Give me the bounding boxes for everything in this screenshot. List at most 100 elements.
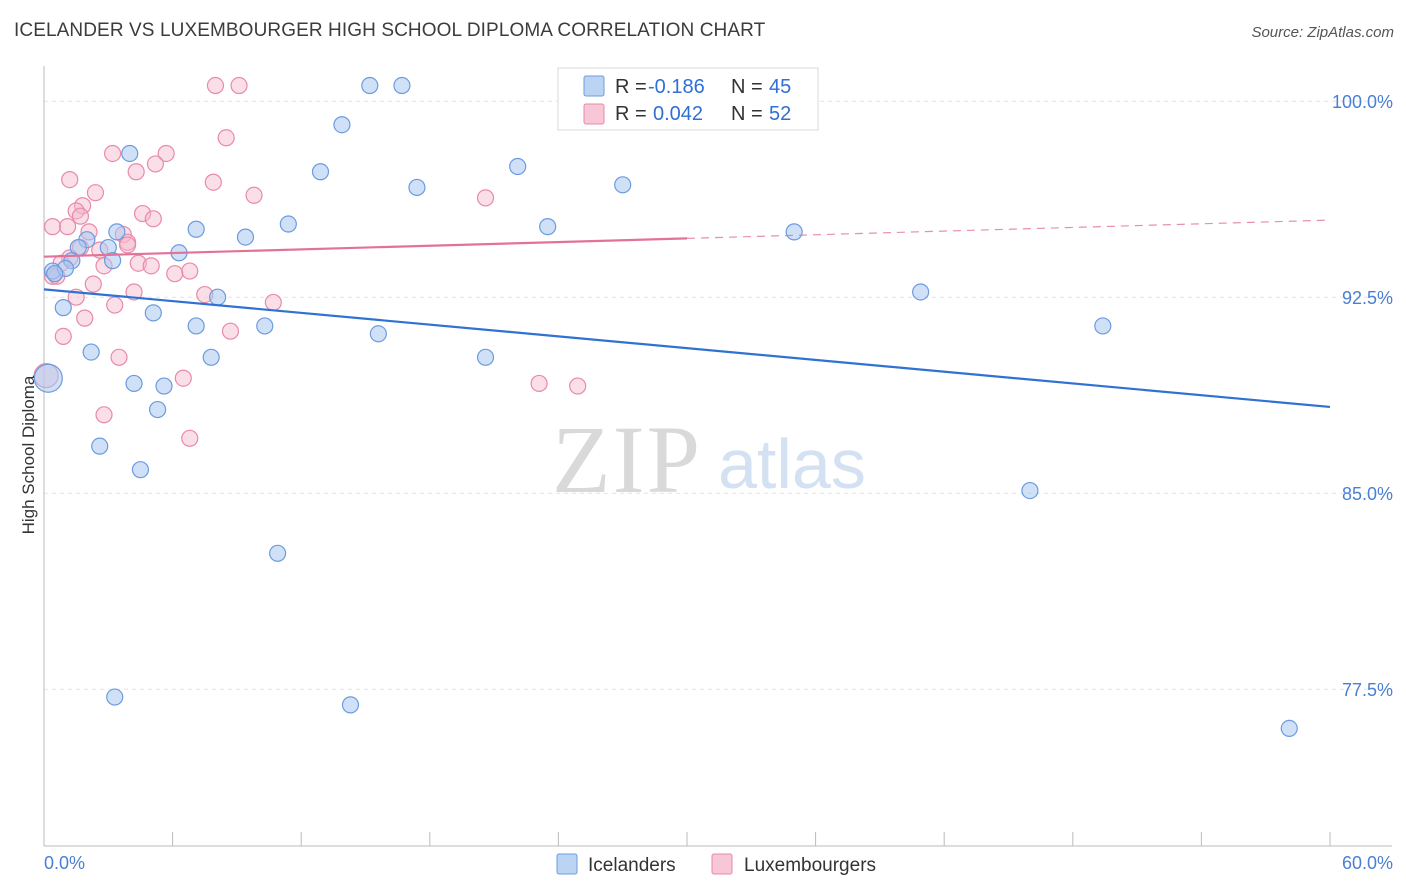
chart-title: ICELANDER VS LUXEMBOURGER HIGH SCHOOL DI… xyxy=(14,20,766,41)
legend-swatch-luxembourgers xyxy=(583,103,605,125)
axes xyxy=(43,66,1392,847)
icelander-point xyxy=(785,223,803,241)
luxembourger-point xyxy=(127,163,145,181)
luxembourger-point xyxy=(129,254,147,272)
icelander-point xyxy=(33,363,63,393)
icelander-point xyxy=(82,343,100,361)
luxembourger-point xyxy=(118,236,137,254)
icelander-point xyxy=(311,163,330,181)
icelander-point xyxy=(202,348,220,366)
tick-labels: 77.5% 85.0% 92.5% 100.0% 0.0% 60.0% xyxy=(44,92,1393,873)
luxembourger-point xyxy=(146,155,165,173)
y-axis-title: High School Diploma xyxy=(19,375,38,534)
icelander-point xyxy=(91,437,109,455)
icelander-point xyxy=(148,400,167,419)
icelander-point xyxy=(1021,481,1039,500)
icelander-point xyxy=(1280,719,1298,738)
y-tick-label: 92.5% xyxy=(1342,288,1393,308)
icelander-point xyxy=(106,688,124,706)
icelander-point xyxy=(279,215,297,233)
stats-legend: R = -0.186 N = 45 R = 0.042 N = 52 xyxy=(557,67,819,131)
icelander-point xyxy=(155,377,173,395)
icelander-point xyxy=(476,348,495,366)
legend-n-label-2: N = xyxy=(731,103,763,125)
luxembourger-point xyxy=(569,377,587,395)
luxembourgers-trend-line xyxy=(43,237,688,258)
luxembourger-point xyxy=(71,207,90,225)
luxembourgers-trend-extension xyxy=(686,219,1331,239)
legend-r-value-2: 0.042 xyxy=(653,103,703,125)
luxembourger-point xyxy=(106,296,124,314)
luxembourger-point xyxy=(204,173,222,191)
icelander-point xyxy=(144,304,162,322)
luxembourger-point xyxy=(43,218,62,236)
icelander-point xyxy=(1094,317,1112,335)
icelander-point xyxy=(108,223,126,241)
bottom-legend-label-icelanders: Icelanders xyxy=(588,855,676,876)
icelander-point xyxy=(614,176,632,194)
legend-r-label-2: R = xyxy=(615,103,647,125)
watermark-zip: ZIP xyxy=(552,406,702,513)
x-tick-label-max: 60.0% xyxy=(1342,853,1393,873)
luxembourger-point xyxy=(54,327,72,345)
icelander-point xyxy=(408,178,426,197)
luxembourger-point xyxy=(84,275,102,293)
icelander-point xyxy=(46,265,64,283)
icelander-point xyxy=(103,252,122,270)
legend-swatch-icelanders xyxy=(583,75,605,97)
icelanders-trend-line xyxy=(43,288,1331,409)
luxembourger-point xyxy=(476,189,495,207)
luxembourger-point xyxy=(142,257,160,275)
luxembourger-point xyxy=(174,369,192,387)
luxembourger-point xyxy=(76,309,94,327)
y-tick-label: 85.0% xyxy=(1342,484,1393,504)
grid-lines xyxy=(44,100,1392,690)
icelander-point xyxy=(509,157,527,176)
icelander-point xyxy=(121,144,139,163)
icelander-point xyxy=(912,283,930,301)
x-tick-label-min: 0.0% xyxy=(44,853,85,873)
luxembourger-point xyxy=(530,374,548,393)
luxembourger-point xyxy=(86,184,105,202)
legend-n-label-1: N = xyxy=(731,76,763,98)
legend-n-value-2: 52 xyxy=(769,103,791,125)
luxembourger-point xyxy=(58,218,77,236)
luxembourger-point xyxy=(181,262,199,280)
icelander-point xyxy=(269,544,287,562)
luxembourger-point xyxy=(181,429,199,447)
bottom-legend-swatch-icelanders xyxy=(556,853,578,875)
trend-lines xyxy=(43,219,1331,409)
luxembourger-point xyxy=(166,265,184,283)
bottom-legend-label-luxembourgers: Luxembourgers xyxy=(744,855,876,876)
legend-r-value-1: -0.186 xyxy=(648,76,705,98)
luxembourger-point xyxy=(245,186,263,204)
icelander-point xyxy=(187,317,205,335)
icelander-point xyxy=(256,317,274,335)
luxembourger-point xyxy=(221,322,240,340)
luxembourger-point xyxy=(217,129,235,147)
watermark-atlas: atlas xyxy=(718,425,866,503)
icelander-point xyxy=(369,325,387,343)
icelander-point xyxy=(131,461,150,479)
luxembourger-point xyxy=(230,76,248,95)
source-label: Source: ZipAtlas.com xyxy=(1251,24,1394,41)
luxembourger-point xyxy=(125,283,143,301)
icelander-point xyxy=(341,696,360,714)
icelander-point xyxy=(333,116,351,134)
icelander-point xyxy=(393,76,411,95)
icelander-point xyxy=(361,76,379,95)
y-tick-label: 77.5% xyxy=(1342,680,1393,700)
icelander-point xyxy=(54,299,72,317)
y-tick-label: 100.0% xyxy=(1332,92,1393,112)
luxembourger-point xyxy=(110,348,128,366)
icelander-point xyxy=(236,228,255,246)
legend-r-label-1: R = xyxy=(615,76,647,98)
luxembourger-point xyxy=(103,144,122,163)
icelander-point xyxy=(539,218,557,236)
icelanders-points xyxy=(33,76,1298,738)
luxembourger-point xyxy=(133,204,152,223)
bottom-legend-swatch-luxembourgers xyxy=(711,853,733,875)
icelander-point xyxy=(125,374,143,393)
luxembourger-point xyxy=(95,406,113,424)
